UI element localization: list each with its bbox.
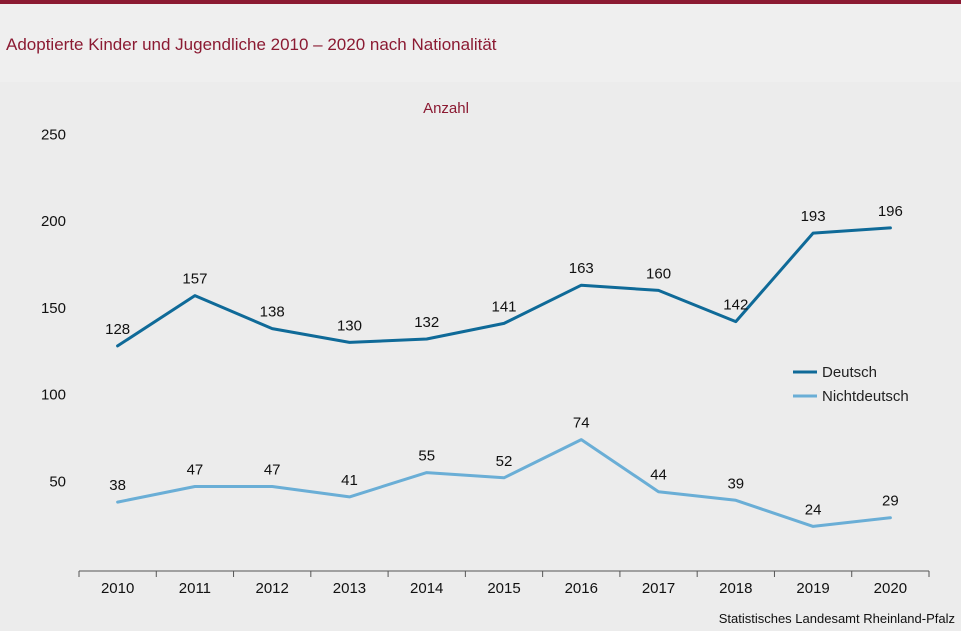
legend-label-nichtdeutsch: Nichtdeutsch (822, 388, 909, 405)
y-tick-label: 50 (49, 473, 66, 490)
data-label-deutsch: 141 (491, 298, 516, 315)
data-label-nichtdeutsch: 55 (418, 448, 435, 465)
data-label-nichtdeutsch: 74 (573, 415, 590, 432)
series-line-deutsch (116, 226, 892, 348)
unit-label: Anzahl (423, 100, 469, 117)
data-label-nichtdeutsch: 44 (650, 467, 667, 484)
data-label-deutsch: 132 (414, 314, 439, 331)
x-tick-label: 2016 (565, 580, 598, 597)
legend-label-deutsch: Deutsch (822, 364, 877, 381)
data-label-deutsch: 128 (105, 321, 130, 338)
data-label-nichtdeutsch: 29 (882, 493, 899, 510)
x-tick-label: 2011 (179, 580, 211, 597)
x-tick-label: 2017 (642, 580, 675, 597)
chart-area-background (0, 82, 961, 631)
legend: Deutsch Nichtdeutsch (793, 364, 909, 405)
x-tick-label: 2010 (101, 580, 134, 597)
data-label-deutsch: 130 (337, 317, 362, 334)
x-tick-label: 2018 (719, 580, 752, 597)
data-label-nichtdeutsch: 52 (496, 453, 513, 470)
x-tick-label: 2020 (874, 580, 907, 597)
data-label-deutsch: 160 (646, 265, 671, 282)
series-line-nichtdeutsch (116, 438, 892, 528)
chart-title: Adoptierte Kinder und Jugendliche 2010 –… (6, 35, 497, 54)
y-tick-label: 250 (41, 126, 66, 143)
y-tick-label: 100 (41, 387, 66, 404)
x-tick-label: 2019 (796, 580, 829, 597)
data-label-deutsch: 196 (878, 203, 903, 220)
y-axis-ticks: 50 100 150 200 250 (41, 126, 66, 490)
x-tick-label: 2013 (333, 580, 366, 597)
data-label-nichtdeutsch: 39 (727, 475, 744, 492)
series-lines (116, 226, 892, 528)
header: Adoptierte Kinder und Jugendliche 2010 –… (0, 4, 961, 74)
data-label-deutsch: 157 (182, 271, 207, 288)
data-label-deutsch: 138 (260, 304, 285, 321)
source-note: Statistisches Landesamt Rheinland-Pfalz (719, 611, 955, 626)
data-label-nichtdeutsch: 24 (805, 501, 822, 518)
x-tick-label: 2014 (410, 580, 443, 597)
data-label-nichtdeutsch: 41 (341, 472, 358, 489)
x-tick-label: 2015 (487, 580, 520, 597)
data-label-nichtdeutsch: 47 (187, 461, 204, 478)
top-accent-bar (0, 0, 961, 4)
data-label-deutsch: 163 (569, 260, 594, 277)
data-label-deutsch: 142 (723, 297, 748, 314)
data-label-nichtdeutsch: 38 (109, 477, 126, 494)
y-tick-label: 150 (41, 300, 66, 317)
data-label-deutsch: 193 (801, 208, 826, 225)
x-tick-label: 2012 (255, 580, 288, 597)
data-label-nichtdeutsch: 47 (264, 461, 281, 478)
data-labels: 128 157 138 130 132 141 163 160 142 193 196 38 47 47 4… (105, 203, 903, 518)
x-axis: 2010 2011 2012 2013 2014 2015 2016 2017 2018 2019… (78, 570, 930, 597)
y-tick-label: 200 (41, 213, 66, 230)
